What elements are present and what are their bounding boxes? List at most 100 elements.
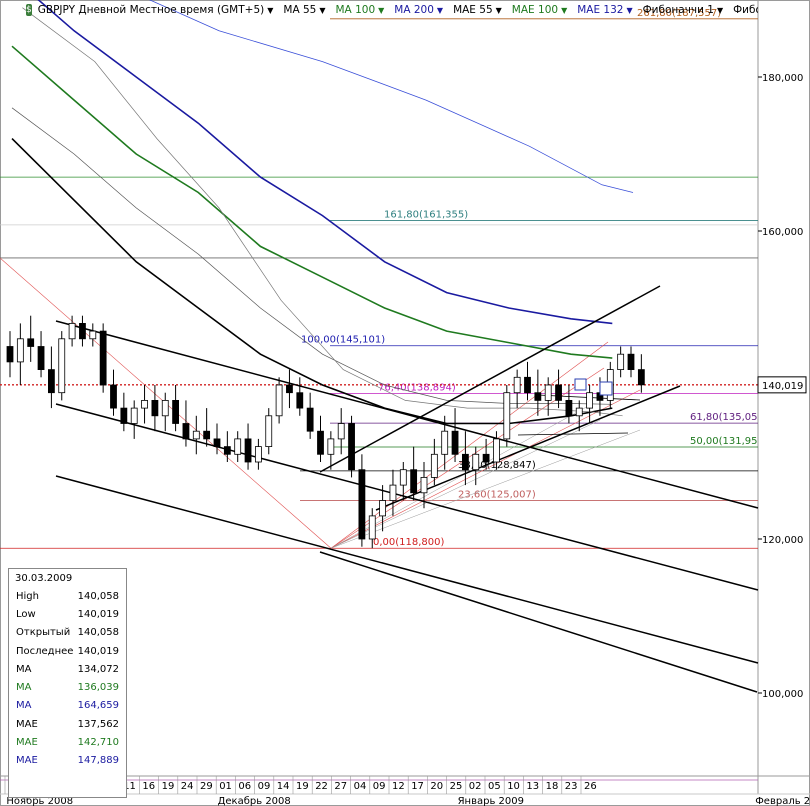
month-axis-label: Декабрь 2008 xyxy=(218,796,291,806)
time-axis-label: 10 xyxy=(507,781,520,792)
candle-body xyxy=(389,484,397,501)
candle-body xyxy=(327,438,335,455)
symbol-name: GBPJPY xyxy=(37,4,76,16)
candle-body xyxy=(575,407,583,417)
candle-body xyxy=(130,407,138,424)
moving-average-line xyxy=(11,138,613,425)
candle-body xyxy=(37,346,45,371)
trend-channel-line xyxy=(319,285,661,473)
time-axis-label: 17 xyxy=(411,781,424,792)
data-window-row-label: High xyxy=(16,590,39,602)
time-axis-label: 19 xyxy=(162,781,175,792)
time-axis-label: 16 xyxy=(142,781,155,792)
candle-body xyxy=(337,423,345,440)
time-axis-label: 04 xyxy=(354,781,367,792)
candle-body xyxy=(503,392,511,440)
candle-body xyxy=(461,453,469,471)
data-window-row-value: 164,659 xyxy=(77,700,119,712)
data-window-row-value: 147,889 xyxy=(77,755,119,767)
fib-level-label: 261,80(187,557) xyxy=(637,8,721,19)
indicator-7[interactable]: Фибонач▼ xyxy=(733,4,758,16)
buy-order-icon[interactable] xyxy=(599,381,613,396)
indicator-3[interactable]: MAE 55 ▼ xyxy=(453,4,502,16)
candle-body xyxy=(254,446,262,463)
candle-body xyxy=(213,438,221,447)
chevron-down-icon[interactable]: ▼ xyxy=(561,5,568,15)
data-window-row-label: Low xyxy=(16,608,36,620)
chevron-down-icon[interactable]: ▼ xyxy=(267,5,274,15)
chevron-down-icon[interactable]: ▼ xyxy=(716,5,724,15)
fib-level-label: 76,40(138,894) xyxy=(378,383,456,394)
indicator-label: Фибоначчи 1 xyxy=(642,4,714,16)
data-window-rows: High 140,058 Low 140,019 Открытый 140,058 Посл… xyxy=(9,587,126,770)
indicator-2[interactable]: MA 200 ▼ xyxy=(394,4,443,16)
chevron-down-icon[interactable]: ▼ xyxy=(378,5,385,15)
candle-body xyxy=(99,330,107,386)
data-window-row-label: MA xyxy=(16,700,32,712)
indicator-6[interactable]: Фибоначчи 1 ▼ xyxy=(643,4,723,16)
timezone-label: Местное время (GMT+5) xyxy=(129,4,265,16)
fib-level-label: 61,80(135,05 xyxy=(690,412,758,423)
data-window-row: MA 164,659 xyxy=(9,697,126,715)
time-axis-label: 18 xyxy=(546,781,559,792)
candle-body xyxy=(244,438,252,463)
indicator-label: MA 200 xyxy=(394,4,434,16)
candle-body xyxy=(317,430,324,455)
month-axis-label: Февраль 2009 xyxy=(755,796,810,806)
candle-body xyxy=(192,430,200,440)
time-axis-label: 01 xyxy=(219,781,232,792)
candle-body xyxy=(265,415,273,447)
indicator-5[interactable]: MAE 132 ▼ xyxy=(577,4,632,16)
chevron-down-icon[interactable]: ▼ xyxy=(626,5,633,15)
trend-channel-line xyxy=(55,320,759,509)
data-window-row: Low 140,019 xyxy=(9,605,126,623)
chevron-down-icon[interactable]: ▼ xyxy=(436,5,444,15)
indicator-label: MAE 132 xyxy=(577,4,624,16)
price-axis-label: 120,000 xyxy=(762,535,803,546)
candle-body xyxy=(451,430,459,455)
time-axis-label: 09 xyxy=(373,781,386,792)
symbol-label[interactable]: GBPJPY Дневной Местное время (GMT+5) ▼ xyxy=(38,4,274,16)
month-axis-label: Январь 2009 xyxy=(458,796,524,806)
time-axis-label: 05 xyxy=(488,781,501,792)
trend-channel-line xyxy=(319,551,758,693)
candle-body xyxy=(151,399,159,417)
indicator-0[interactable]: MA 55 ▼ xyxy=(283,4,325,16)
indicator-4[interactable]: MAE 100 ▼ xyxy=(512,4,567,16)
indicator-label: Фибонач xyxy=(733,4,758,16)
time-axis-label: 27 xyxy=(334,781,347,792)
moving-average-line xyxy=(11,45,613,359)
data-window-row-label: MAE xyxy=(16,755,38,767)
symbol-icon: $ xyxy=(26,4,32,16)
candle-body xyxy=(172,399,180,424)
data-window-row: High 140,058 xyxy=(9,587,126,605)
sell-order-icon[interactable] xyxy=(574,378,587,391)
candle-body xyxy=(182,423,190,440)
time-axis-label: 25 xyxy=(450,781,463,792)
time-axis-label: 23 xyxy=(565,781,578,792)
moving-average-line xyxy=(37,0,613,325)
candle-body xyxy=(234,438,242,455)
candle-body xyxy=(203,430,211,440)
chevron-down-icon[interactable]: ▼ xyxy=(319,5,326,15)
data-window-row-value: 140,058 xyxy=(77,590,119,602)
time-axis-label: 24 xyxy=(181,781,194,792)
chevron-down-icon[interactable]: ▼ xyxy=(495,5,502,15)
price-axis-label: 180,000 xyxy=(762,73,803,84)
last-price-label: 140,019 xyxy=(762,381,803,392)
data-window-row: MA 136,039 xyxy=(9,678,126,696)
data-window-row-label: Последнее xyxy=(16,645,74,657)
price-axis-label: 160,000 xyxy=(762,227,803,238)
data-window-row-value: 140,019 xyxy=(77,645,119,657)
data-window-row-label: MAE xyxy=(16,718,38,730)
data-window-row-value: 142,710 xyxy=(77,737,119,749)
data-window-row-label: Открытый xyxy=(16,627,71,639)
candle-body xyxy=(472,453,480,471)
candle-body xyxy=(348,423,355,471)
candle-body xyxy=(120,407,128,424)
data-window-row-value: 140,019 xyxy=(77,608,119,620)
indicator-1[interactable]: MA 100 ▼ xyxy=(336,4,385,16)
data-window-row: MAE 147,889 xyxy=(9,752,126,770)
